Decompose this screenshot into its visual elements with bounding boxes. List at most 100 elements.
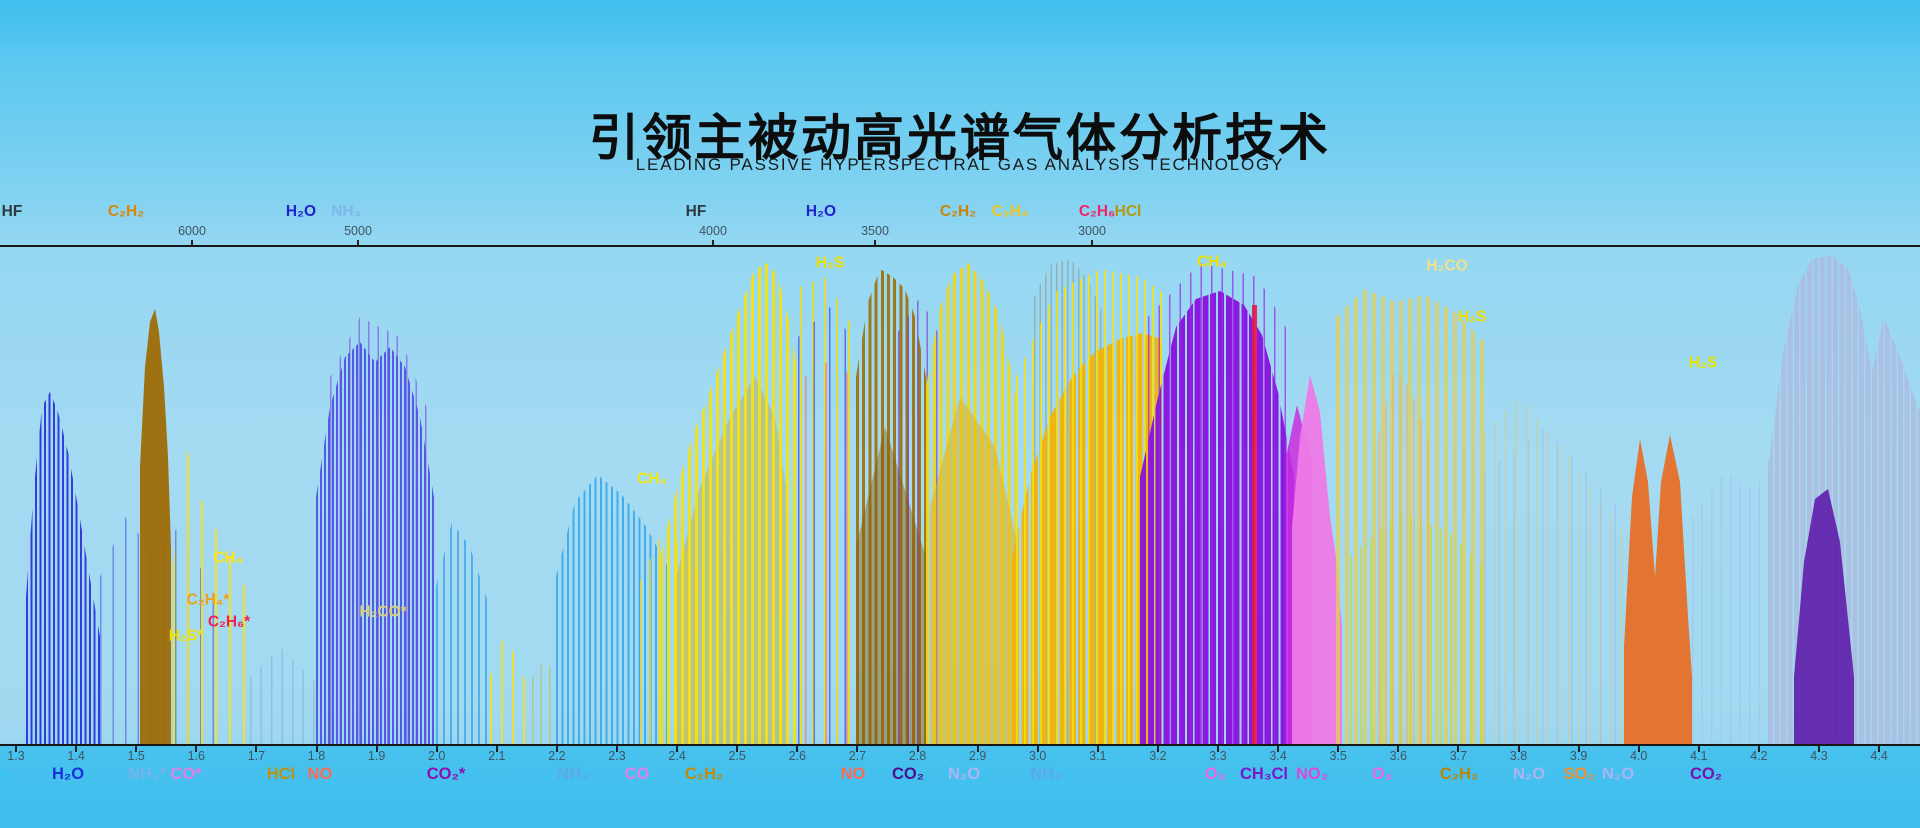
- bottom-gas-label-CO: CO: [624, 765, 650, 783]
- wavelength-tick: [1878, 746, 1881, 752]
- plot-gas-label-CH₄: CH₄: [213, 549, 243, 567]
- wavelength-tick-label: 4.4: [1870, 749, 1888, 763]
- plot-gas-label-C₂H₆*: C₂H₆*: [207, 613, 251, 631]
- page-title: 引领主被动高光谱气体分析技术: [589, 109, 1331, 166]
- bottom-gas-label-N₂O: N₂O: [947, 765, 981, 783]
- plot-gas-label-CH₄: CH₄: [1197, 253, 1227, 271]
- wavelength-tick: [676, 746, 679, 752]
- bottom-gas-label-C₂H₂: C₂H₂: [1439, 765, 1479, 783]
- wavelength-tick: [1397, 746, 1400, 752]
- bottom-gas-label-N₂O: N₂O: [1601, 765, 1635, 783]
- band-orange-humps: [1624, 435, 1692, 744]
- top-gas-label-H₂O: H₂O: [805, 203, 837, 220]
- band-purple-thin: [1148, 263, 1294, 744]
- wavelength-tick: [255, 746, 258, 752]
- top-gas-label-HCl: HCl: [1114, 203, 1142, 220]
- plot-gas-label-H₂S*: H₂S*: [168, 627, 204, 645]
- top-gas-label-HF: HF: [685, 203, 707, 220]
- band-tall-salmon: [805, 357, 858, 744]
- bottom-gas-label-O₃: O₃: [1371, 765, 1393, 783]
- wavelength-tick-label: 3.9: [1569, 749, 1588, 763]
- wavelength-tick-label: 4.0: [1629, 749, 1648, 763]
- band-yellow-over: [1016, 269, 1162, 744]
- wavelength-tick: [1096, 746, 1099, 752]
- top-gas-label-H₂O: H₂O: [285, 203, 317, 220]
- plot-gas-label-H₂S: H₂S: [815, 254, 845, 272]
- band-faint-bottom: [250, 647, 315, 744]
- wavelength-tick: [195, 746, 198, 752]
- bottom-gas-label-row: O₂ H₂O NH₃*CO* HCl NO CO₂* NH₃ CO C₂H₂ NO CO₂ N₂O NH…: [0, 766, 1920, 788]
- wavelength-tick-label: 1.8: [307, 749, 326, 763]
- wavelength-tick: [375, 746, 378, 752]
- plot-gas-label-H₂CO*: H₂CO*: [359, 603, 407, 621]
- wavelength-tick-label: 2.6: [788, 749, 806, 763]
- wavelength-tick-label: 2.7: [848, 749, 867, 763]
- bottom-gas-label-O₃: O₃: [1204, 765, 1226, 783]
- wavelength-tick-label: 2.8: [908, 749, 927, 763]
- wavelength-tick-label: 2.1: [488, 749, 506, 763]
- band-cyan-sparse: [436, 522, 488, 744]
- band-pale-blue: [1484, 427, 1624, 744]
- bottom-gas-label-C₂H₂: C₂H₂: [684, 765, 724, 783]
- spectra-plot-area: H₂S CH₄ H₂CO H₂S H₂S CH₄ CH₄ C₂H₄* C₂H₆* H₂S* H₂CO…: [0, 247, 1920, 744]
- band-blue-h2o: [26, 392, 100, 744]
- wavelength-tick-label: 1.4: [67, 749, 85, 763]
- band-yellow-giant: [660, 263, 802, 744]
- wavenumber-tick: [874, 240, 876, 245]
- top-axis-line: [0, 245, 1920, 247]
- wavelength-tick-label: 3.8: [1509, 749, 1528, 763]
- band-pale-blue-2: [1692, 452, 1772, 744]
- wavelength-tick: [1637, 746, 1640, 752]
- wavenumber-tick-label: 6000: [178, 224, 206, 238]
- wavelength-tick: [736, 746, 739, 752]
- top-gas-label-C₂H₆: C₂H₆: [1078, 203, 1116, 220]
- band-yellow-sparse1: [173, 442, 245, 744]
- band-pink-peaks: [1292, 375, 1342, 744]
- wavelength-tick-label: 3.0: [1028, 749, 1047, 763]
- wavelength-tick: [495, 746, 498, 752]
- band-indigo-accent: [330, 317, 434, 744]
- wavelength-tick-label: 3.4: [1269, 749, 1287, 763]
- bottom-gas-label-CO₂: CO₂: [891, 765, 925, 783]
- top-gas-label-row: HF C₂H₂ H₂O NH₃ HF H₂O C₂H₂ C₂H₄ C₂H₆ HCl: [0, 204, 1920, 224]
- wavelength-tick: [1277, 746, 1280, 752]
- wavelength-tick-label: 2.4: [668, 749, 686, 763]
- plot-gas-label-H₂S: H₂S: [1457, 308, 1487, 326]
- plot-gas-label-H₂S: H₂S: [1688, 354, 1718, 372]
- wavenumber-tick-label: 3000: [1078, 224, 1106, 238]
- wavelength-tick: [1337, 746, 1340, 752]
- wavenumber-tick: [712, 240, 714, 245]
- wavelength-tick: [555, 746, 558, 752]
- bottom-gas-label-SO₂: SO₂: [1563, 765, 1595, 783]
- wavelength-tick: [1697, 746, 1700, 752]
- wavelength-tick-label: 1.9: [367, 749, 386, 763]
- wavelength-tick: [976, 746, 979, 752]
- bottom-gas-label-NO₂: NO₂: [1295, 765, 1329, 783]
- wavenumber-tick-label: 4000: [699, 224, 727, 238]
- wavelength-tick-label: 3.7: [1449, 749, 1468, 763]
- wavelength-tick: [135, 746, 138, 752]
- top-gas-label-C₂H₂: C₂H₂: [107, 203, 145, 220]
- wavelength-tick-label: 3.1: [1089, 749, 1107, 763]
- top-axis-ticks: [0, 240, 1920, 245]
- wavelength-tick-label: 4.2: [1750, 749, 1768, 763]
- top-gas-label-NH₃: NH₃: [331, 203, 361, 220]
- wavelength-tick: [75, 746, 78, 752]
- bottom-axis-line: [0, 744, 1920, 746]
- band-pale-orange: [1378, 367, 1432, 744]
- wavelength-tick: [1757, 746, 1760, 752]
- wavelength-tick-label: 2.0: [427, 749, 446, 763]
- wavelength-tick-label: 1.5: [127, 749, 145, 763]
- bottom-gas-label-CH₃Cl: CH₃Cl: [1240, 765, 1288, 783]
- plot-gas-label-H₂CO: H₂CO: [1426, 257, 1468, 275]
- wavelength-tick-label: 4.3: [1810, 749, 1828, 763]
- bottom-gas-label-NH₃*: NH₃*: [128, 765, 166, 783]
- wavenumber-tick-label: 3500: [861, 224, 889, 238]
- wavelength-tick-label: 1.3: [7, 749, 25, 763]
- bottom-axis-ticks: [0, 746, 1920, 752]
- wavelength-tick-label: 2.3: [608, 749, 626, 763]
- wavelength-tick: [1036, 746, 1039, 752]
- bottom-gas-label-HCl: HCl: [266, 765, 296, 783]
- wavenumber-tick: [357, 240, 359, 245]
